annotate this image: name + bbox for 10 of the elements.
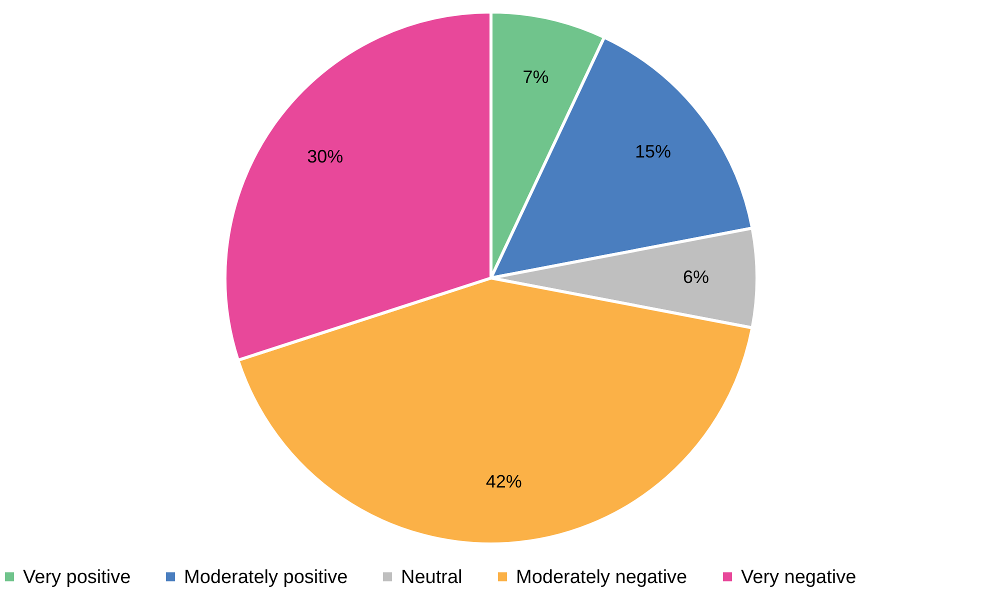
data-label: 42% [486,472,522,492]
legend-label: Neutral [401,566,462,588]
data-label: 7% [522,66,549,87]
data-label: 15% [634,141,671,162]
legend-label: Very positive [23,566,131,588]
legend-label: Moderately negative [516,566,688,588]
data-label: 30% [307,146,344,167]
legend-label: Very negative [741,566,856,588]
legend-label: Moderately positive [184,566,348,588]
data-label: 6% [682,267,710,287]
